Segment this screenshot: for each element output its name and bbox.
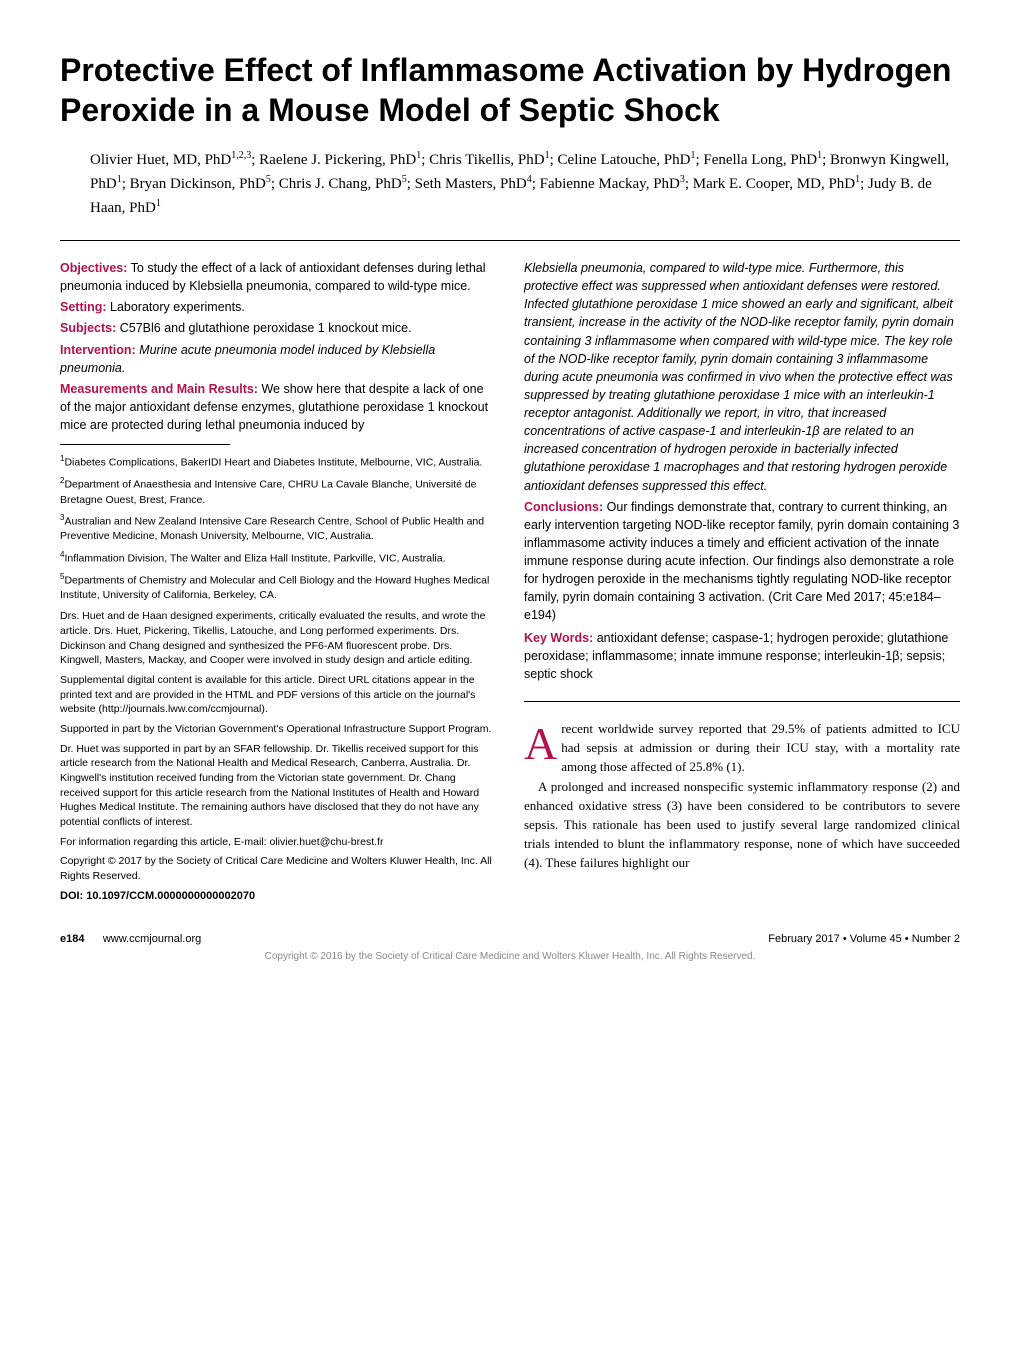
list-item: 5Departments of Chemistry and Molecular … (60, 571, 496, 603)
list-item: Dr. Huet was supported in part by an SFA… (60, 742, 496, 830)
setting-label: Setting: (60, 300, 107, 314)
affil-divider (60, 444, 230, 445)
left-column: Objectives: To study the effect of a lac… (60, 259, 496, 905)
journal-url: www.ccmjournal.org (103, 933, 201, 945)
body-p2: A prolonged and increased nonspecific sy… (524, 778, 960, 872)
abstract-measurements: Measurements and Main Results: We show h… (60, 380, 496, 434)
issue-info: February 2017 • Volume 45 • Number 2 (768, 933, 960, 945)
abstract-subjects: Subjects: C57Bl6 and glutathione peroxid… (60, 319, 496, 337)
list-item: Copyright © 2017 by the Society of Criti… (60, 854, 496, 883)
list-item: 1Diabetes Complications, BakerIDI Heart … (60, 453, 496, 470)
page-footer: e184 www.ccmjournal.org February 2017 • … (60, 933, 960, 945)
abstract-objectives: Objectives: To study the effect of a lac… (60, 259, 496, 295)
measurements-label: Measurements and Main Results: (60, 382, 258, 396)
notes: Drs. Huet and de Haan designed experimen… (60, 609, 496, 884)
list-item: For information regarding this article, … (60, 835, 496, 850)
divider-body (524, 701, 960, 702)
list-item: 2Department of Anaesthesia and Intensive… (60, 475, 496, 507)
list-item: Drs. Huet and de Haan designed experimen… (60, 609, 496, 668)
abstract-intervention: Intervention: Murine acute pneumonia mod… (60, 341, 496, 377)
article-title: Protective Effect of Inflammasome Activa… (60, 50, 960, 130)
abstract-keywords: Key Words: antioxidant defense; caspase-… (524, 629, 960, 683)
affiliations: 1Diabetes Complications, BakerIDI Heart … (60, 453, 496, 603)
conclusions-label: Conclusions: (524, 500, 603, 514)
page-number: e184 (60, 933, 84, 945)
abstract-setting: Setting: Laboratory experiments. (60, 298, 496, 316)
copyright-line: Copyright © 2016 by the Society of Criti… (60, 951, 960, 962)
keywords-label: Key Words: (524, 631, 593, 645)
article-body: Arecent worldwide survey reported that 2… (524, 720, 960, 873)
results-continued: Klebsiella pneumonia, compared to wild-t… (524, 259, 960, 495)
setting-text: Laboratory experiments. (107, 300, 245, 314)
list-item: Supported in part by the Victorian Gover… (60, 722, 496, 737)
doi: DOI: 10.1097/CCM.0000000000002070 (60, 889, 496, 905)
author-list: Olivier Huet, MD, PhD1,2,3; Raelene J. P… (90, 148, 960, 220)
list-item: 3Australian and New Zealand Intensive Ca… (60, 512, 496, 544)
list-item: 4Inflammation Division, The Walter and E… (60, 549, 496, 566)
body-p1-text: recent worldwide survey reported that 29… (561, 721, 960, 774)
list-item: Supplemental digital content is availabl… (60, 673, 496, 717)
divider-top (60, 240, 960, 241)
subjects-text: C57Bl6 and glutathione peroxidase 1 knoc… (116, 321, 411, 335)
conclusions-text: Our findings demonstrate that, contrary … (524, 500, 959, 623)
subjects-label: Subjects: (60, 321, 116, 335)
objectives-label: Objectives: (60, 261, 127, 275)
intervention-label: Intervention: (60, 343, 136, 357)
results-cont-text: Klebsiella pneumonia, compared to wild-t… (524, 261, 954, 493)
right-column: Klebsiella pneumonia, compared to wild-t… (524, 259, 960, 905)
dropcap: A (524, 720, 561, 763)
body-p1: Arecent worldwide survey reported that 2… (524, 720, 960, 777)
main-columns: Objectives: To study the effect of a lac… (60, 259, 960, 905)
abstract-conclusions: Conclusions: Our findings demonstrate th… (524, 498, 960, 625)
